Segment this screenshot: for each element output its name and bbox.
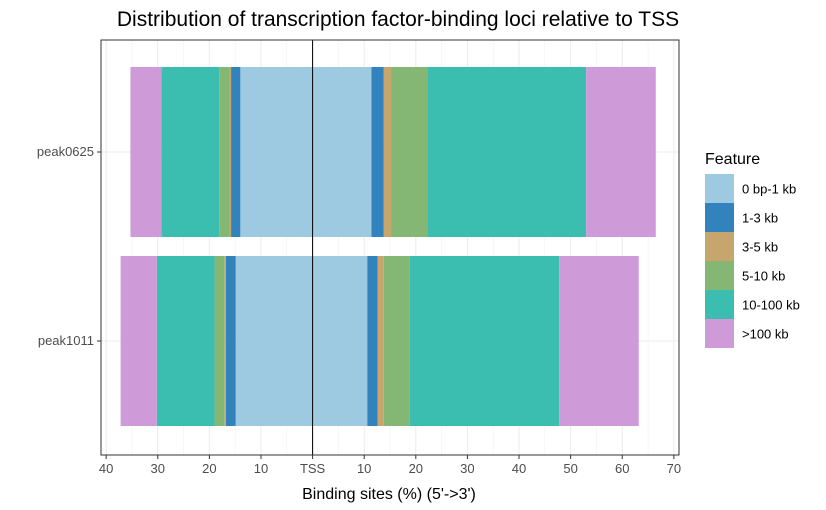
bar-segment-upstream <box>156 256 215 426</box>
bar-segment-downstream <box>427 67 587 237</box>
legend-label: 5-10 kb <box>742 269 785 284</box>
bar-segment-downstream <box>409 256 560 426</box>
bar-segment-upstream <box>231 67 241 237</box>
bar-segment-upstream <box>120 256 157 426</box>
legend-label: 10-100 kb <box>742 298 800 313</box>
bar-segment-upstream <box>240 67 313 237</box>
panel-border <box>100 39 680 456</box>
x-tick-label: 10 <box>357 461 371 476</box>
y-axis: peak0625 peak1011 <box>37 144 101 348</box>
bar-segment-upstream <box>161 67 220 237</box>
x-tick-label: 30 <box>460 461 474 476</box>
bar-segment-upstream <box>219 67 230 237</box>
y-tick-label: peak1011 <box>38 333 94 348</box>
legend-items: 0 bp-1 kb 1-3 kb 3-5 kb 5-10 kb 10-100 kb >10… <box>705 174 800 348</box>
legend-title: Feature <box>705 151 760 168</box>
x-axis: 40 30 20 10 TSS 10 20 30 40 50 60 70 <box>99 455 681 476</box>
x-tick-label: 70 <box>667 461 681 476</box>
legend-swatch <box>705 232 734 261</box>
legend-label: >100 kb <box>742 327 789 342</box>
x-tick-label: 20 <box>409 461 423 476</box>
bar-segment-downstream <box>377 256 384 426</box>
bar-segment-upstream <box>225 256 236 426</box>
legend-swatch <box>705 261 734 290</box>
x-tick-label: 40 <box>99 461 113 476</box>
x-tick-label: TSS <box>300 461 326 476</box>
plot-panel <box>100 39 680 456</box>
bar-segment-upstream <box>235 256 313 426</box>
legend-label: 3-5 kb <box>742 240 778 255</box>
legend-swatch <box>705 319 734 348</box>
x-axis-label: Binding sites (%) (5'->3') <box>302 486 476 503</box>
chart-title: Distribution of transcription factor-bin… <box>117 8 679 31</box>
x-tick-label: 20 <box>202 461 216 476</box>
bar-segment-downstream <box>312 256 368 426</box>
bar-segment-upstream <box>224 256 226 426</box>
bar-segment-downstream <box>559 256 639 426</box>
bar-segment-downstream <box>383 256 410 426</box>
x-tick-label: 10 <box>254 461 268 476</box>
bar-segment-downstream <box>383 67 392 237</box>
bar-segment-upstream <box>229 67 232 237</box>
x-tick-label: 40 <box>512 461 526 476</box>
legend-swatch <box>705 203 734 232</box>
x-tick-label: 60 <box>615 461 629 476</box>
bar-segment-upstream <box>214 256 225 426</box>
bar-segment-downstream <box>586 67 656 237</box>
bar-segment-downstream <box>391 67 428 237</box>
bar-segment-upstream <box>130 67 162 237</box>
bars <box>120 67 656 426</box>
bar-segment-downstream <box>312 67 372 237</box>
legend-swatch <box>705 174 734 203</box>
bar-segment-downstream <box>371 67 384 237</box>
bar-segment-downstream <box>367 256 378 426</box>
legend-label: 1-3 kb <box>742 211 778 226</box>
x-tick-label: 30 <box>151 461 165 476</box>
legend-swatch <box>705 290 734 319</box>
legend-label: 0 bp-1 kb <box>742 182 796 197</box>
x-tick-label: 50 <box>563 461 577 476</box>
legend: Feature 0 bp-1 kb 1-3 kb 3-5 kb 5-10 kb 10-1… <box>705 151 800 348</box>
y-tick-label: peak0625 <box>37 144 94 159</box>
